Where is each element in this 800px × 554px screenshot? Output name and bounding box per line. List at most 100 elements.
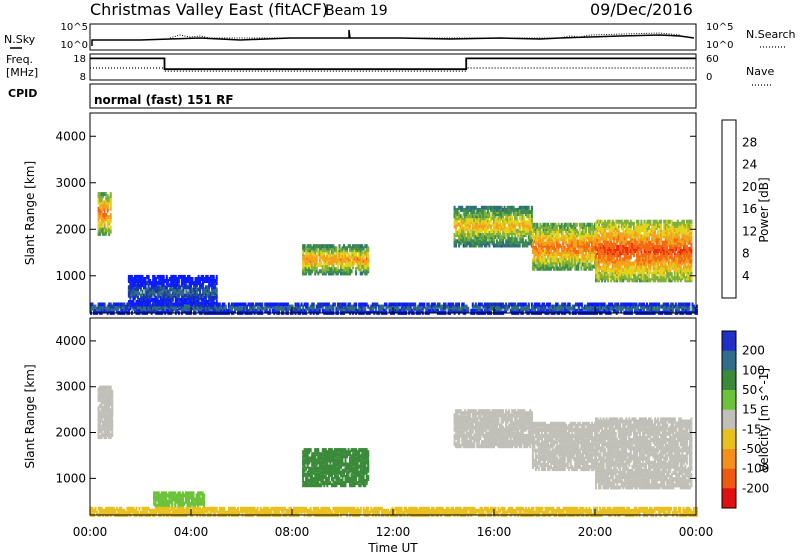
data-cell	[450, 308, 453, 313]
data-cell	[542, 233, 545, 238]
data-cell	[390, 302, 392, 307]
data-cell	[99, 227, 102, 232]
data-cell	[182, 287, 185, 292]
data-cell	[315, 258, 318, 263]
data-cell	[350, 263, 353, 267]
data-cell	[317, 244, 320, 249]
data-cell	[617, 219, 620, 224]
data-cell	[536, 224, 539, 229]
data-cell	[183, 277, 186, 281]
data-cell	[497, 212, 500, 217]
data-cell	[376, 302, 379, 307]
data-cell	[352, 256, 355, 261]
data-cell	[108, 304, 111, 309]
data-cell	[628, 263, 631, 268]
data-cell	[613, 261, 616, 266]
data-cell	[183, 300, 186, 304]
data-cell	[362, 250, 365, 255]
data-cell	[620, 244, 623, 249]
data-cell	[309, 304, 312, 309]
data-cell	[539, 250, 542, 254]
data-cell	[317, 308, 320, 313]
data-cell	[678, 244, 681, 249]
data-cell	[637, 223, 640, 228]
data-cell	[244, 306, 247, 311]
data-cell	[105, 306, 108, 311]
data-cell	[106, 227, 109, 232]
data-cell	[335, 254, 338, 259]
data-cell	[605, 232, 608, 237]
data-cell	[682, 236, 685, 241]
data-cell	[332, 263, 335, 267]
data-cell	[652, 267, 655, 272]
data-cell	[646, 223, 649, 228]
data-cell	[485, 222, 488, 227]
data-cell	[599, 259, 602, 264]
data-cell	[595, 226, 597, 230]
data-cell	[577, 252, 580, 257]
data-cell	[500, 235, 503, 240]
data-cell	[666, 270, 669, 274]
data-cell	[485, 205, 488, 210]
data-cell	[648, 265, 650, 270]
data-cell	[635, 263, 638, 268]
data-cell	[625, 226, 628, 230]
data-cell	[640, 221, 643, 226]
data-cell	[202, 297, 205, 302]
data-cell	[592, 264, 595, 269]
data-cell	[333, 246, 336, 251]
data-cell	[613, 240, 616, 245]
data-cell	[190, 291, 192, 296]
data-cell	[459, 306, 462, 311]
data-cell	[655, 226, 658, 230]
data-cell	[480, 212, 483, 217]
data-cell	[553, 250, 556, 254]
data-cell	[548, 260, 551, 265]
data-cell	[637, 230, 640, 235]
data-cell	[406, 302, 409, 307]
data-cell	[320, 263, 323, 267]
data-cell	[602, 270, 605, 274]
data-cell	[622, 249, 625, 253]
data-cell	[127, 302, 130, 307]
data-cell	[479, 302, 482, 307]
data-cell	[358, 252, 361, 257]
data-cell	[514, 207, 517, 212]
data-cell	[607, 274, 610, 279]
data-cell	[191, 287, 194, 292]
data-cell	[595, 244, 597, 249]
data-cell	[589, 233, 592, 238]
data-cell	[681, 267, 684, 272]
data-cell	[596, 259, 599, 264]
data-cell	[114, 306, 117, 311]
data-cell	[539, 258, 542, 263]
data-cell	[490, 205, 492, 210]
data-cell	[654, 255, 657, 260]
data-cell	[356, 265, 359, 270]
data-cell	[176, 293, 179, 298]
data-cell	[672, 223, 675, 228]
data-cell	[459, 205, 462, 210]
data-cell	[526, 243, 529, 248]
data-cell	[486, 214, 489, 219]
data-cell	[144, 300, 147, 304]
data-cell	[533, 235, 536, 240]
data-cell	[622, 251, 625, 256]
data-cell	[537, 262, 540, 267]
data-cell	[177, 287, 180, 292]
data-cell	[629, 240, 632, 245]
data-cell	[312, 308, 315, 313]
data-cell	[99, 210, 102, 215]
data-cell	[542, 260, 545, 265]
data-cell	[560, 231, 563, 236]
data-cell	[563, 222, 566, 227]
data-cell	[548, 235, 551, 240]
data-cell	[672, 221, 675, 226]
data-cell	[611, 267, 614, 272]
data-cell	[103, 223, 106, 228]
data-cell	[619, 270, 622, 274]
data-cell	[344, 258, 347, 263]
data-cell	[208, 308, 211, 313]
data-cell	[102, 202, 105, 207]
data-cell	[455, 228, 458, 233]
